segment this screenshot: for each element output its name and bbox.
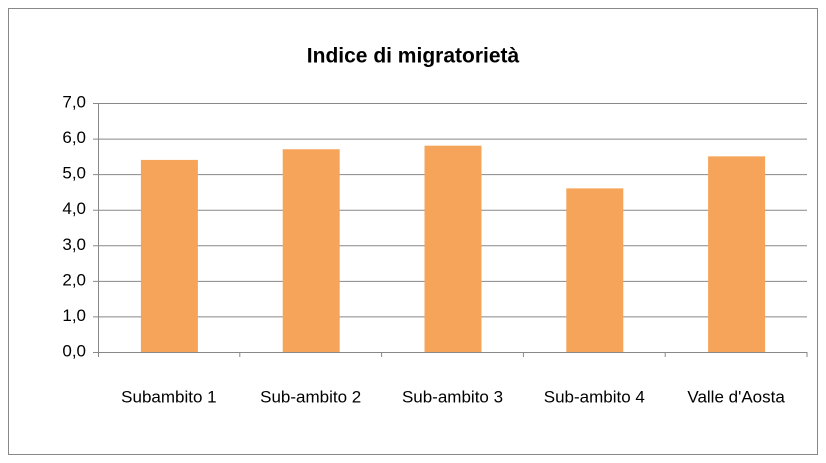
y-tick-label: 6,0 — [62, 128, 86, 147]
y-tick-label: 5,0 — [62, 164, 86, 183]
x-tick-label: Sub-ambito 3 — [402, 387, 503, 406]
y-tick-label: 0,0 — [62, 341, 86, 360]
x-tick-label: Subambito 1 — [121, 387, 216, 406]
bar — [566, 188, 624, 352]
y-tick-label: 2,0 — [62, 270, 86, 289]
x-tick-label: Valle d'Aosta — [687, 387, 785, 406]
bar — [140, 159, 198, 352]
y-tick-label: 7,0 — [62, 92, 86, 111]
chart-title: Indice di migratorietà — [307, 45, 520, 68]
y-tick-label: 3,0 — [62, 235, 86, 254]
bar — [282, 149, 340, 352]
y-tick-label: 4,0 — [62, 199, 86, 218]
x-tick-label: Sub-ambito 4 — [544, 387, 645, 406]
x-tick-label: Sub-ambito 2 — [260, 387, 361, 406]
bar — [424, 145, 482, 352]
bar — [708, 156, 766, 352]
y-tick-label: 1,0 — [62, 306, 86, 325]
